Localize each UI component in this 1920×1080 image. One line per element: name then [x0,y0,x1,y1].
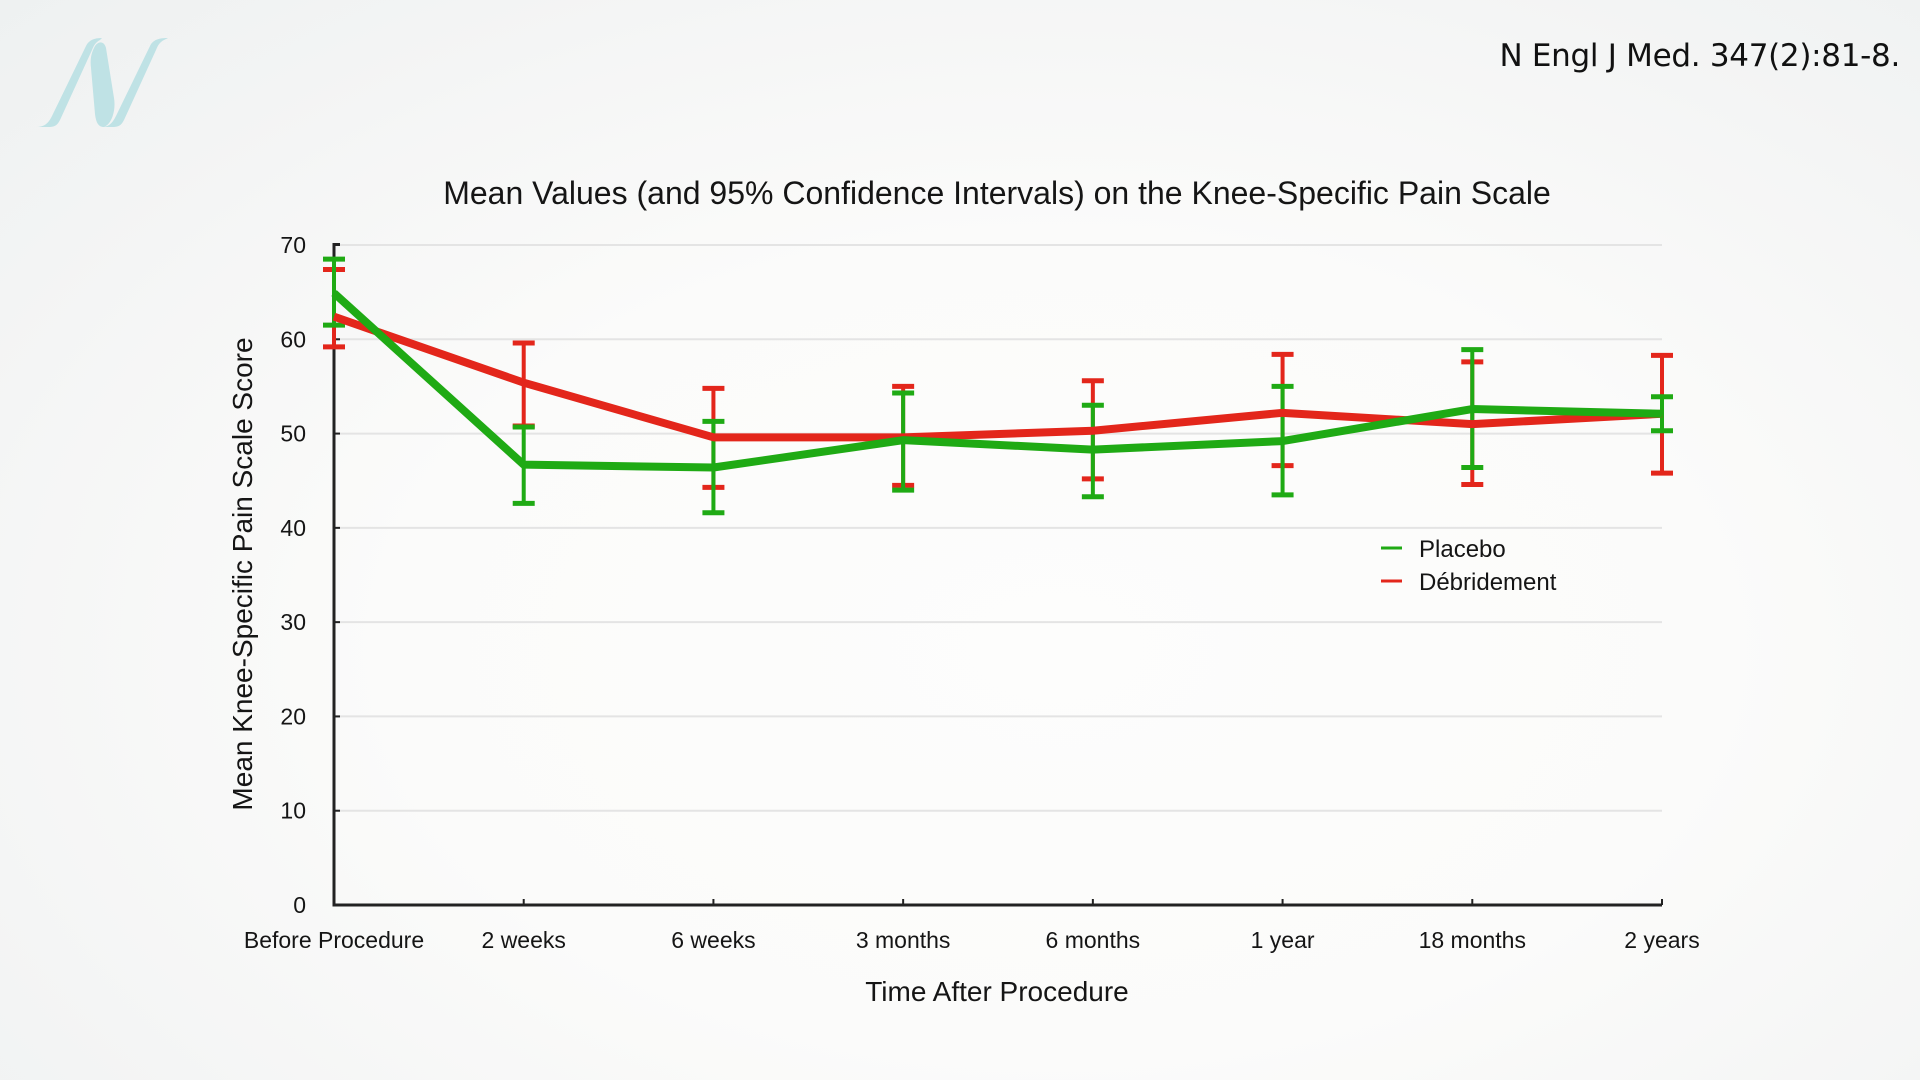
y-axis-title: Mean Knee-Specific Pain Scale Score [227,337,258,810]
logo-diagonal-stroke [90,42,115,128]
x-axis-title: Time After Procedure [865,976,1129,1007]
x-tick-label: 6 months [1046,927,1141,953]
logo-right-stroke [102,38,168,127]
gridlines [334,244,1662,812]
x-tick-label: Before Procedure [244,927,424,953]
x-tick-label: 6 weeks [671,927,755,953]
axes [332,243,1663,907]
y-tick-label: 70 [280,232,306,258]
series-line-placebo [331,290,1663,472]
y-tick-label: 50 [280,421,306,447]
y-tick-label: 10 [280,798,306,824]
y-tick-label: 0 [293,892,306,918]
chart-title: Mean Values (and 95% Confidence Interval… [443,175,1551,211]
x-tick-label: 3 months [856,927,951,953]
x-tick-label: 18 months [1419,927,1526,953]
y-tick-label: 60 [280,326,306,352]
logo-left-stroke [36,38,102,127]
y-tick-labels: 0 10 20 30 40 50 60 70 [280,232,306,918]
legend: Placebo Débridement [1381,536,1557,596]
y-tick-label: 40 [280,515,306,541]
brand-logo-icon [36,38,168,128]
x-tick-label: 2 years [1624,927,1699,953]
series-layer [323,256,1673,516]
series-line-dbridement [332,312,1663,442]
x-tick-label: 2 weeks [482,927,566,953]
x-tick-label: 1 year [1251,927,1315,953]
legend-label: Débridement [1419,569,1557,596]
x-tick-labels: Before Procedure 2 weeks 6 weeks 3 months 6 … [244,927,1700,953]
y-tick-label: 20 [280,703,306,729]
citation-text: N Engl J Med. 347(2):81-8. [1499,38,1900,74]
n-logo-strokes [36,38,168,128]
y-tick-label: 30 [280,609,306,635]
legend-label: Placebo [1419,536,1506,563]
